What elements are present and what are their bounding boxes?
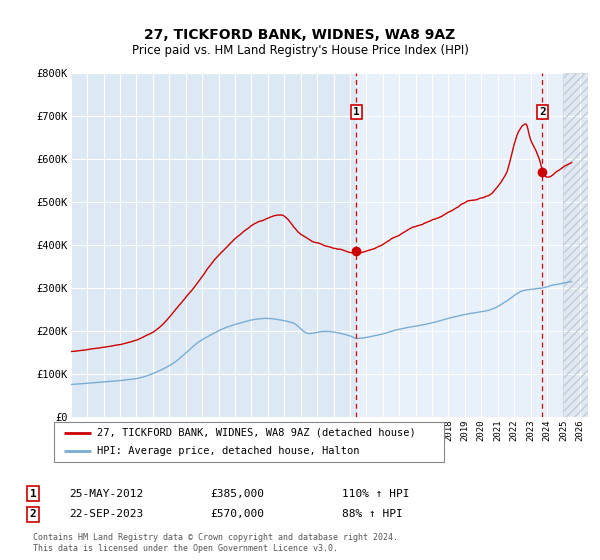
Text: 27, TICKFORD BANK, WIDNES, WA8 9AZ: 27, TICKFORD BANK, WIDNES, WA8 9AZ <box>145 28 455 42</box>
Text: 22-SEP-2023: 22-SEP-2023 <box>69 509 143 519</box>
Text: Price paid vs. HM Land Registry's House Price Index (HPI): Price paid vs. HM Land Registry's House … <box>131 44 469 57</box>
Text: 2: 2 <box>29 509 37 519</box>
Bar <box>563 73 588 417</box>
Text: 88% ↑ HPI: 88% ↑ HPI <box>342 509 403 519</box>
Text: 2: 2 <box>539 106 546 116</box>
Bar <box>563 73 588 417</box>
Text: £570,000: £570,000 <box>210 509 264 519</box>
Text: 25-MAY-2012: 25-MAY-2012 <box>69 489 143 499</box>
FancyBboxPatch shape <box>54 422 444 462</box>
Text: £385,000: £385,000 <box>210 489 264 499</box>
Text: 110% ↑ HPI: 110% ↑ HPI <box>342 489 409 499</box>
Text: 27, TICKFORD BANK, WIDNES, WA8 9AZ (detached house): 27, TICKFORD BANK, WIDNES, WA8 9AZ (deta… <box>97 428 416 437</box>
Text: HPI: Average price, detached house, Halton: HPI: Average price, detached house, Halt… <box>97 446 359 456</box>
Text: 1: 1 <box>29 489 37 499</box>
Text: Contains HM Land Registry data © Crown copyright and database right 2024.
This d: Contains HM Land Registry data © Crown c… <box>33 534 398 553</box>
Text: 1: 1 <box>353 106 360 116</box>
Bar <box>356 73 563 417</box>
